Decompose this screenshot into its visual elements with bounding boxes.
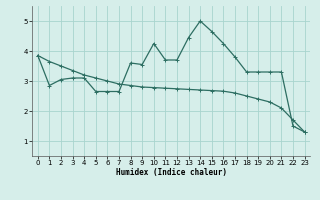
X-axis label: Humidex (Indice chaleur): Humidex (Indice chaleur): [116, 168, 227, 177]
